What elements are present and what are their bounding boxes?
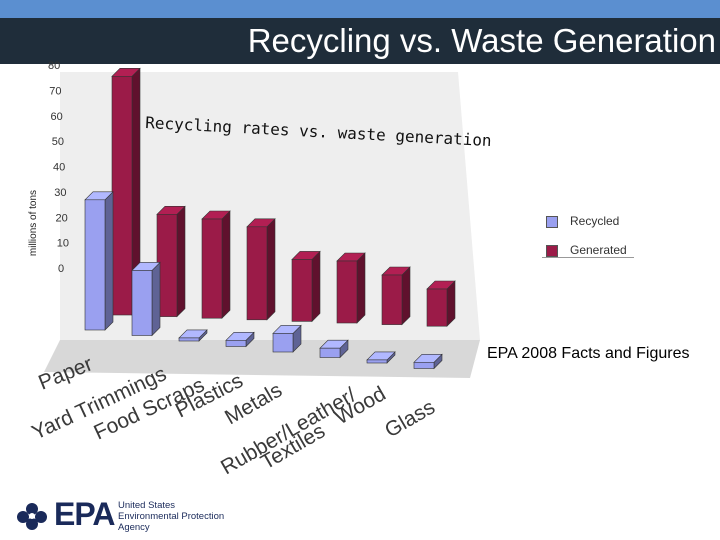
y-tick-label: 0 [58,263,64,275]
top-accent-band [0,0,720,18]
bar-generated [246,218,276,321]
bars [84,67,456,370]
y-tick-label: 70 [49,85,61,97]
y-tick-label: 20 [56,212,68,224]
bar-recycled [178,329,208,342]
x-tick-label: Rubber/Leather/ [217,383,360,479]
legend-swatch-generated [546,245,558,257]
legend: Recycled Generated [542,205,634,258]
bar-recycled [413,353,443,370]
bar-generated [201,210,231,319]
logo-line-1: United States [118,500,176,511]
y-tick-label: 30 [54,187,66,199]
y-tick-label: 40 [53,162,65,174]
slide-title: Recycling vs. Waste Generation [247,22,716,59]
logo-line-3: Agency [118,522,150,533]
x-tick-label: Glass [381,396,439,443]
legend-label-generated: Generated [570,243,627,257]
legend-label-recycled: Recycled [570,214,620,228]
y-axis-ticks: 0 10 20 30 40 50 60 70 80 [48,60,69,275]
bar-generated [156,205,186,318]
legend-swatch-recycled [546,216,558,228]
y-tick-label: 10 [57,238,69,250]
epa-logo-text: United States Environmental Protection A… [118,500,224,533]
bar-generated [291,250,321,323]
bar-generated [426,280,456,327]
bar-recycled [84,191,114,331]
epa-flower-icon [17,503,47,530]
epa-logo: EPA United States Environmental Protecti… [14,496,234,536]
epa-logo-letters: EPA [54,496,115,532]
y-tick-label: 60 [51,111,63,123]
bar-recycled [225,331,255,348]
bar-generated [336,252,366,324]
y-axis-label: millions of tons [28,189,39,257]
plot-floor [44,340,480,378]
bar-generated [381,266,411,326]
y-tick-label: 50 [52,136,64,148]
bar-recycled [272,324,302,353]
bar-recycled [366,351,396,364]
source-note: EPA 2008 Facts and Figures [487,345,690,362]
bar-recycled [319,339,349,359]
bar-recycled [131,261,161,337]
logo-line-2: Environmental Protection [118,511,225,522]
bar-generated [111,67,141,316]
title-bar [0,18,720,64]
y-tick-label: 80 [48,60,60,72]
